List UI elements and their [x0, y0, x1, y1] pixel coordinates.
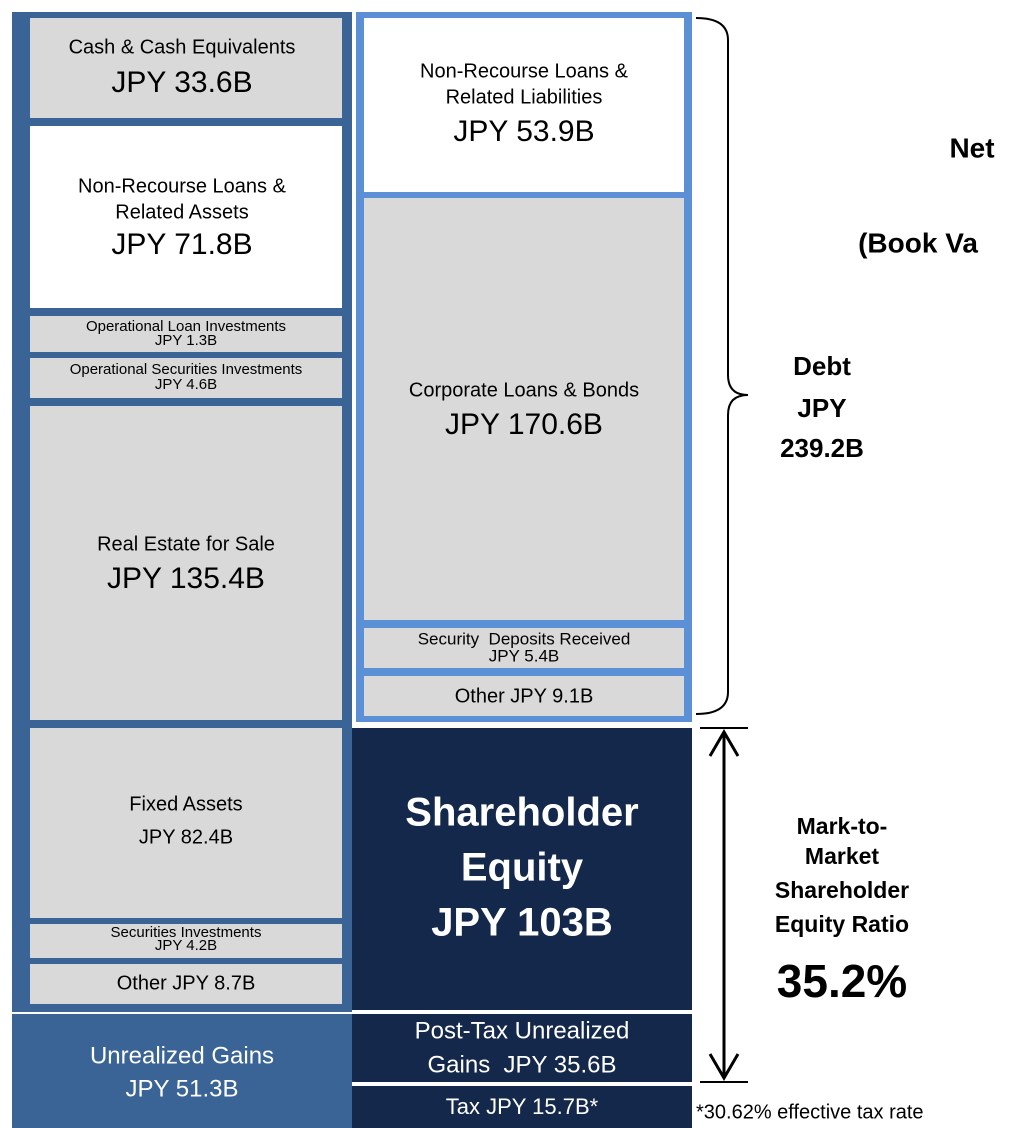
box — [364, 628, 684, 668]
arrow-heads — [708, 729, 740, 1081]
label: Unrealized Gains — [90, 1042, 274, 1069]
equity-amount: JPY 103B — [431, 901, 613, 945]
box — [30, 964, 342, 1004]
ratio-label: Equity Ratio — [775, 911, 909, 937]
label: Real Estate for Sale — [97, 533, 275, 555]
net-label: Net — [949, 132, 994, 163]
box — [30, 406, 342, 720]
ratio-label: Mark-to- — [797, 813, 888, 839]
amount: JPY 82.4B — [139, 826, 233, 848]
label: Securities Investments — [111, 924, 262, 941]
label: Fixed Assets — [129, 793, 242, 815]
footnote: *30.62% effective tax rate — [696, 1101, 924, 1123]
equity-box — [352, 728, 692, 1010]
amount: JPY 4.2B — [155, 937, 217, 954]
amount: JPY 33.6B — [111, 66, 252, 99]
label: Security Deposits Received — [418, 629, 631, 648]
label: Corporate Loans & Bonds — [409, 379, 639, 401]
box — [30, 316, 342, 352]
label: Related Assets — [115, 201, 248, 223]
debt-bracket — [695, 17, 749, 715]
box — [30, 924, 342, 958]
box — [364, 676, 684, 716]
box — [30, 728, 342, 918]
ratio-label: Market — [805, 843, 879, 869]
label: Non-Recourse Loans & — [78, 175, 287, 197]
box — [364, 18, 684, 192]
label: Operational Loan Investments — [86, 318, 286, 335]
equity-label: Equity — [461, 846, 584, 890]
label: Gains JPY 35.6B — [428, 1051, 617, 1078]
amount: JPY 53.9B — [453, 115, 594, 148]
label: Non-Recourse Loans & — [420, 60, 629, 82]
amount: JPY 71.8B — [111, 228, 252, 261]
label: Other JPY 8.7B — [117, 972, 256, 994]
debt-label: JPY — [797, 393, 846, 423]
post-tax-box — [352, 1014, 692, 1082]
amount: JPY 135.4B — [107, 562, 265, 595]
label: Tax JPY 15.7B* — [446, 1094, 599, 1119]
debt-label: Debt — [793, 351, 851, 381]
box — [364, 198, 684, 620]
box — [30, 358, 342, 398]
amount: JPY 5.4B — [489, 646, 560, 665]
amount: JPY 51.3B — [126, 1075, 239, 1102]
amount: JPY 1.3B — [155, 332, 217, 349]
unrealized-box — [12, 1014, 352, 1128]
box — [30, 18, 342, 118]
box — [30, 126, 342, 308]
label: Post-Tax Unrealized — [415, 1017, 630, 1044]
net-label: (Book Va — [858, 227, 978, 258]
amount: JPY 170.6B — [445, 408, 603, 441]
debt-label: 239.2B — [780, 433, 864, 463]
label: Cash & Cash Equivalents — [69, 36, 296, 58]
amount: JPY 4.6B — [155, 376, 217, 393]
label: Other JPY 9.1B — [455, 685, 594, 707]
label: Related Liabilities — [446, 86, 603, 108]
label: Operational Securities Investments — [70, 361, 303, 378]
ratio-label: Shareholder — [775, 877, 909, 903]
tax-box — [352, 1086, 692, 1128]
ratio-value: 35.2% — [777, 955, 907, 1007]
equity-label: Shareholder — [405, 791, 638, 835]
